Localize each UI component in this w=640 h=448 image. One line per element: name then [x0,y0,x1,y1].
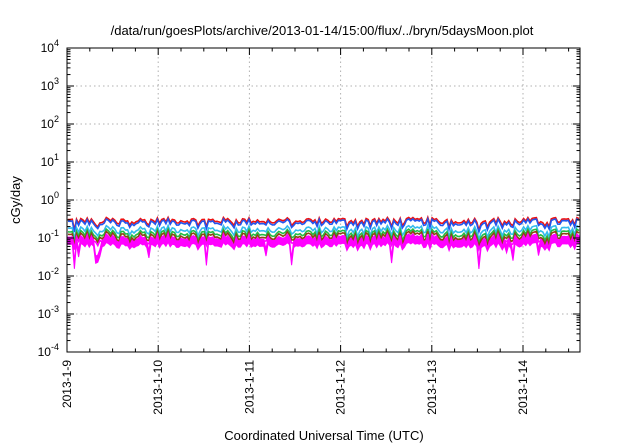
grid [67,48,580,352]
x-tick-label: 2013-1-9 [60,360,74,408]
series-line [67,222,580,242]
y-tick-label: 102 [41,114,59,131]
series-line [67,214,580,233]
x-tick-label: 2013-1-10 [151,360,165,415]
y-tick-labels: 10-4 10-3 10-2 10-1 100 101 102 103 104 [38,38,59,359]
chart-title: /data/run/goesPlots/archive/2013-01-14/1… [111,23,534,38]
y-tick-label: 10-1 [38,228,59,245]
series-line [67,231,580,252]
series-line [67,226,580,246]
series-layer [67,214,580,269]
y-tick-label: 104 [41,38,59,55]
y-tick-label: 103 [41,76,59,93]
y-tick-label: 100 [41,190,59,207]
y-tick-label: 101 [41,152,59,169]
x-tick-label: 2013-1-11 [242,360,256,414]
x-tick-label: 2013-1-12 [334,360,348,415]
x-tick-label: 2013-1-13 [425,360,439,415]
y-tick-label: 10-3 [38,304,59,321]
y-axis-label: cGy/day [8,176,23,224]
series-line [67,228,580,249]
y-tick-label: 10-2 [38,266,59,283]
series-line [67,216,580,235]
x-tick-label: 2013-1-14 [516,360,530,415]
ticks [66,47,580,353]
x-axis-label: Coordinated Universal Time (UTC) [224,428,423,443]
y-tick-label: 10-4 [38,342,59,359]
x-tick-labels: 2013-1-9 2013-1-10 2013-1-11 2013-1-12 2013-… [60,360,530,415]
